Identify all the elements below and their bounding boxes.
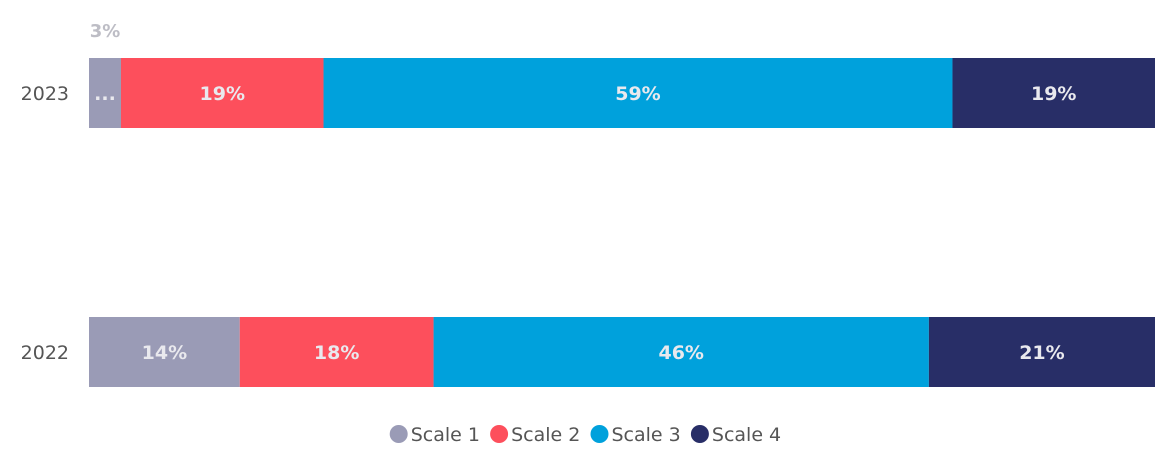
legend: Scale 1 Scale 2 Scale 3 Scale 4 bbox=[389, 424, 781, 446]
bar-2023-scale-2[interactable] bbox=[120, 58, 324, 128]
category-label-2023: 2023 bbox=[21, 83, 69, 105]
data-label-2023-scale-2: 19% bbox=[200, 83, 245, 105]
legend-item-scale-2[interactable]: Scale 2 bbox=[490, 424, 580, 446]
legend-label-scale-1: Scale 1 bbox=[411, 424, 480, 446]
bar-2023-scale-3[interactable] bbox=[323, 58, 953, 128]
legend-label-scale-4: Scale 4 bbox=[712, 424, 781, 446]
bar-2022-scale-1[interactable] bbox=[89, 317, 240, 387]
legend-label-scale-3: Scale 3 bbox=[612, 424, 681, 446]
outside-label-2023-scale-1: 3% bbox=[90, 21, 121, 42]
legend-label-scale-2: Scale 2 bbox=[511, 424, 580, 446]
data-label-2023-scale-3: 59% bbox=[615, 83, 660, 105]
category-label-2022: 2022 bbox=[21, 342, 69, 364]
legend-item-scale-1[interactable]: Scale 1 bbox=[389, 424, 480, 446]
bar-2023-scale-1[interactable] bbox=[89, 58, 121, 128]
bar-2023-scale-4[interactable] bbox=[952, 58, 1155, 128]
data-label-2022-scale-1: 14% bbox=[142, 342, 187, 364]
data-label-2022-scale-3: 46% bbox=[658, 342, 703, 364]
legend-marker-scale-4 bbox=[690, 425, 709, 443]
data-label-2023-scale-4: 19% bbox=[1031, 83, 1076, 105]
data-label-2022-scale-4: 21% bbox=[1019, 342, 1064, 364]
bar-2022-scale-3[interactable] bbox=[433, 317, 929, 387]
legend-marker-scale-2 bbox=[490, 425, 509, 443]
data-label-2022-scale-2: 18% bbox=[314, 342, 359, 364]
data-label-2023-scale-1: ... bbox=[94, 83, 116, 105]
legend-item-scale-3[interactable]: Scale 3 bbox=[590, 424, 681, 446]
bar-2022-scale-4[interactable] bbox=[928, 317, 1155, 387]
bar-2022-scale-2[interactable] bbox=[239, 317, 434, 387]
legend-marker-scale-1 bbox=[389, 425, 408, 443]
legend-item-scale-4[interactable]: Scale 4 bbox=[690, 424, 781, 446]
legend-marker-scale-3 bbox=[590, 425, 609, 443]
